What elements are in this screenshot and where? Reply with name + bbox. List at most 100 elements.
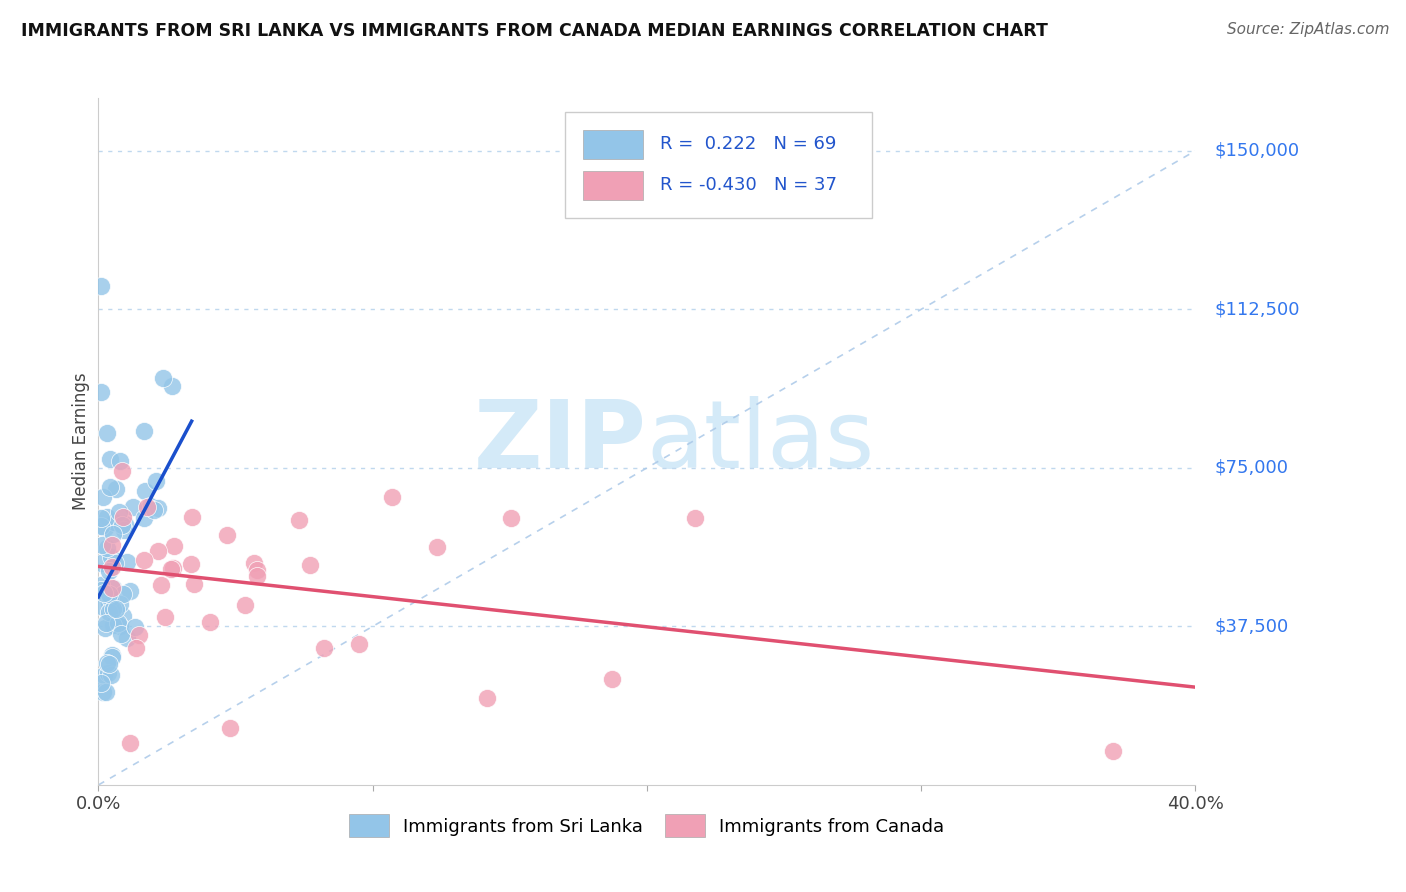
Point: [200, 615, 222, 630]
Text: ZIP: ZIP: [474, 395, 647, 488]
Point: [108, 505, 131, 519]
Point: [101, 581, 124, 595]
Point: [103, 582, 125, 596]
Point: [146, 500, 169, 515]
Point: [139, 499, 162, 513]
Point: [180, 557, 202, 571]
Point: [111, 587, 134, 601]
Point: [246, 564, 269, 578]
Point: [475, 691, 498, 706]
Point: [105, 483, 128, 497]
Point: [90, 583, 112, 598]
Point: [112, 609, 135, 624]
Point: [100, 602, 122, 616]
Point: [98, 596, 121, 610]
Point: [115, 631, 138, 645]
Point: [101, 559, 124, 574]
Text: R = -0.430   N = 37: R = -0.430 N = 37: [659, 177, 837, 194]
Point: [600, 672, 623, 686]
Point: [96, 541, 118, 555]
Point: [381, 491, 404, 505]
Point: [94, 685, 117, 699]
Point: [183, 576, 205, 591]
Point: [98, 605, 121, 619]
Point: [219, 721, 242, 735]
Point: [90, 384, 112, 399]
Point: [217, 528, 239, 542]
Text: $37,500: $37,500: [1215, 617, 1289, 635]
Point: [299, 558, 322, 573]
Point: [97, 666, 120, 681]
Text: Source: ZipAtlas.com: Source: ZipAtlas.com: [1226, 22, 1389, 37]
Point: [114, 516, 136, 531]
Point: [426, 540, 449, 554]
Point: [111, 510, 134, 524]
Point: [101, 526, 124, 541]
Point: [153, 610, 176, 624]
Point: [110, 619, 132, 633]
Point: [160, 562, 183, 576]
Point: [134, 424, 156, 438]
Point: [98, 591, 121, 606]
Point: [100, 649, 122, 664]
Point: [90, 518, 112, 533]
Bar: [583, 171, 644, 200]
Point: [98, 480, 121, 494]
Point: [312, 641, 335, 656]
Point: [94, 615, 117, 630]
Point: [162, 560, 184, 574]
Point: [107, 615, 129, 630]
Point: [104, 602, 127, 616]
Point: [90, 556, 112, 570]
Text: $75,000: $75,000: [1215, 459, 1289, 477]
FancyBboxPatch shape: [565, 112, 872, 219]
Point: [90, 578, 112, 592]
Point: [110, 627, 132, 641]
Point: [683, 511, 706, 525]
Text: $112,500: $112,500: [1215, 301, 1301, 318]
Point: [101, 539, 124, 553]
Point: [110, 454, 132, 468]
Text: atlas: atlas: [647, 395, 875, 488]
Point: [90, 510, 112, 524]
Point: [117, 555, 139, 569]
Point: [162, 539, 184, 553]
Point: [125, 640, 148, 655]
Point: [150, 577, 173, 591]
Point: [100, 550, 122, 565]
Point: [132, 511, 155, 525]
Point: [91, 491, 114, 505]
Point: [91, 685, 114, 699]
Text: R =  0.222   N = 69: R = 0.222 N = 69: [659, 136, 837, 153]
Point: [143, 503, 166, 517]
Point: [124, 619, 146, 633]
Point: [288, 513, 311, 527]
Point: [97, 657, 120, 672]
Point: [90, 279, 112, 293]
Point: [246, 569, 269, 583]
Y-axis label: Median Earnings: Median Earnings: [72, 373, 90, 510]
Point: [97, 564, 120, 578]
Point: [160, 379, 183, 393]
Point: [145, 474, 167, 488]
Point: [108, 597, 131, 611]
Point: [98, 452, 121, 467]
Point: [146, 544, 169, 558]
Point: [111, 464, 134, 478]
Point: [152, 370, 174, 384]
Point: [93, 600, 115, 615]
Point: [101, 602, 124, 616]
Point: [100, 667, 122, 681]
Point: [100, 648, 122, 662]
Point: [1102, 744, 1125, 758]
Point: [118, 583, 141, 598]
Point: [97, 586, 120, 600]
Text: $150,000: $150,000: [1215, 142, 1301, 160]
Point: [96, 426, 118, 441]
Point: [118, 736, 141, 750]
Point: [96, 509, 118, 524]
Point: [134, 553, 156, 567]
Point: [128, 628, 150, 642]
Point: [90, 676, 112, 690]
Point: [101, 617, 124, 632]
